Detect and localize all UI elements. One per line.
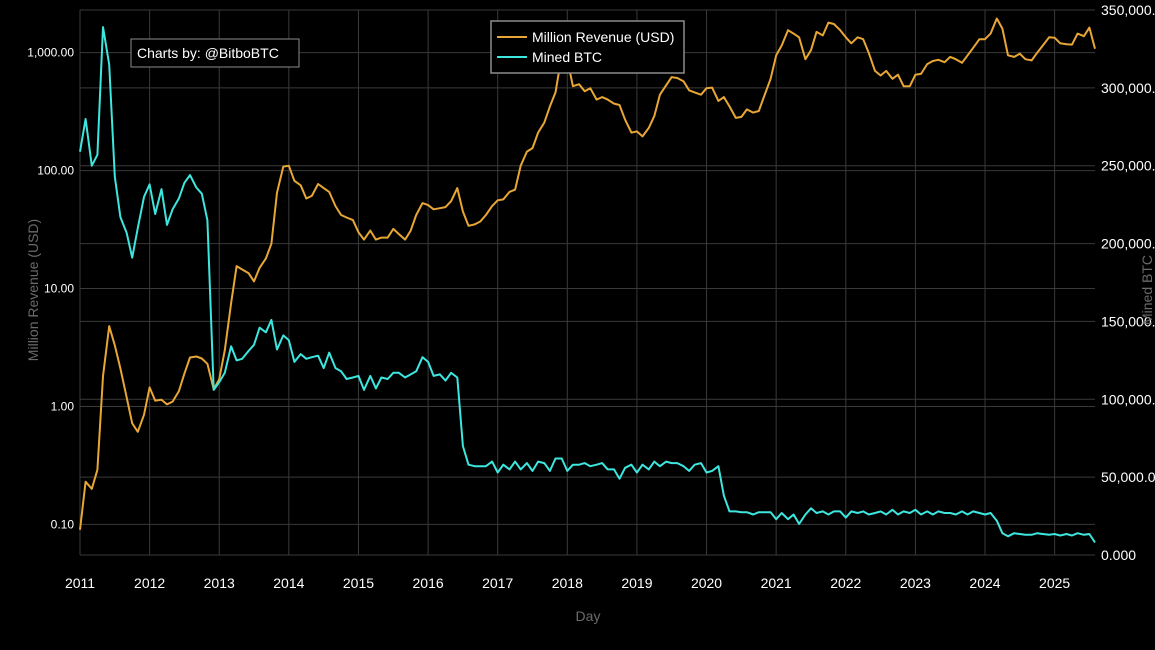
right-tick-2: 100,000.000 (1101, 391, 1155, 407)
left-tick-4: 1,000.00 (27, 46, 74, 60)
x-tick-2025: 2025 (1039, 575, 1070, 591)
right-tick-3: 150,000.000 (1101, 313, 1155, 329)
x-tick-2013: 2013 (204, 575, 235, 591)
legend-box (490, 20, 685, 74)
series-layer (79, 17, 1096, 544)
legend-label-mined-btc[interactable]: Mined BTC (532, 49, 602, 65)
series-line-mined-btc[interactable] (79, 26, 1096, 544)
series-line-revenue[interactable] (79, 17, 1096, 530)
x-tick-2019: 2019 (621, 575, 652, 591)
right-tick-4: 200,000.000 (1101, 236, 1155, 252)
x-tick-2021: 2021 (761, 575, 792, 591)
left-tick-0: 0.10 (51, 517, 75, 531)
x-tick-2020: 2020 (691, 575, 722, 591)
x-tick-2016: 2016 (413, 575, 444, 591)
x-tick-2014: 2014 (273, 575, 304, 591)
legend: Million Revenue (USD) Mined BTC (490, 20, 685, 74)
x-tick-2011: 2011 (65, 575, 95, 591)
right-axis-title: Mined BTC (1139, 255, 1155, 325)
right-tick-7: 350,000.000 (1101, 2, 1155, 18)
x-tick-2015: 2015 (343, 575, 374, 591)
right-tick-1: 50,000.000 (1101, 469, 1155, 485)
right-tick-0: 0.000 (1101, 547, 1136, 563)
left-tick-2: 10.00 (44, 282, 74, 296)
x-tick-2024: 2024 (969, 575, 1000, 591)
x-axis-title: Day (576, 608, 601, 624)
right-tick-5: 250,000.000 (1101, 158, 1155, 174)
left-tick-1: 1.00 (51, 399, 75, 413)
legend-label-revenue[interactable]: Million Revenue (USD) (532, 29, 674, 45)
grid (79, 9, 1095, 556)
credit-box-border (130, 38, 300, 68)
x-tick-2022: 2022 (830, 575, 861, 591)
x-tick-2018: 2018 (552, 575, 583, 591)
left-axis-title: Million Revenue (USD) (25, 219, 41, 361)
x-tick-2023: 2023 (900, 575, 931, 591)
right-tick-6: 300,000.000 (1101, 80, 1155, 96)
left-tick-3: 100.00 (37, 164, 74, 178)
x-tick-2017: 2017 (482, 575, 513, 591)
left-axis-ticks: 0.10 1.00 10.00 100.00 1,000.00 (27, 46, 74, 532)
credit-box: Charts by: @BitboBTC (130, 38, 300, 68)
x-tick-2012: 2012 (134, 575, 165, 591)
x-axis-ticks: 2011 2012 2013 2014 2015 2016 2017 2018 2019 2020… (65, 575, 1070, 591)
credit-text: Charts by: @BitboBTC (137, 45, 279, 61)
right-axis-ticks: 0.000 50,000.000 100,000.000 150,000.000 200… (1101, 2, 1155, 563)
